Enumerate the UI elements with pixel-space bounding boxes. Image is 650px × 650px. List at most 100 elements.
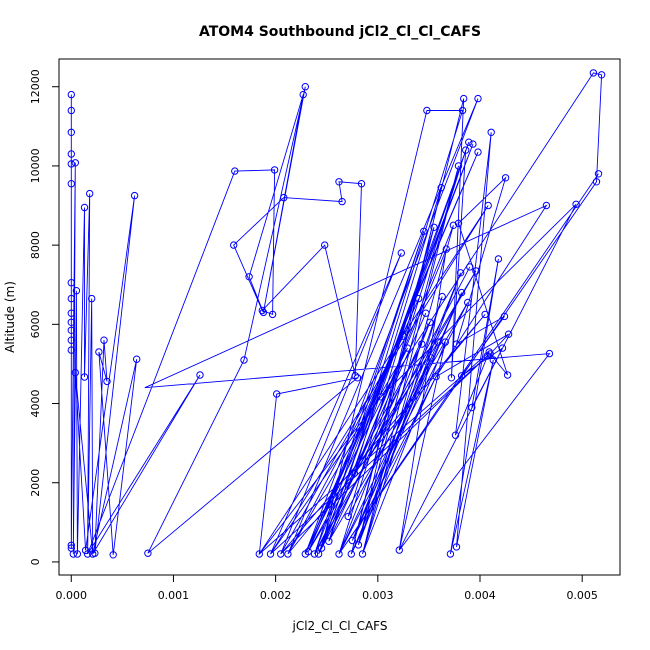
data-point [259,308,268,317]
data-point [420,227,428,236]
data-point [299,90,307,99]
data-point [67,90,76,99]
data-point [335,178,343,186]
data-point [472,267,480,275]
data-point [67,541,76,549]
data-point [91,549,99,557]
data-point [427,354,435,362]
data-point [474,94,482,103]
data-point [348,536,356,545]
data-point [486,350,494,358]
data-point [67,106,76,115]
chart-title: ATOM4 Southbound jCl2_Cl_Cl_CAFS [199,24,481,40]
data-point [403,344,412,352]
data-point [245,273,253,281]
data-point [377,393,385,401]
data-point [69,550,78,558]
x-tick-label: 0.002 [260,589,292,602]
data-point [457,288,466,297]
data-point [81,546,90,555]
data-point [452,543,461,551]
data-point [103,377,111,386]
data-point [67,346,76,354]
data-point [572,200,580,209]
data-point [441,338,449,346]
data-point [462,146,470,154]
y-tick-label: 6000 [29,310,42,338]
data-point [468,403,476,412]
data-point [430,223,438,232]
data-point [284,550,292,558]
data-point [451,431,460,439]
data-point [447,374,456,382]
series-line [70,72,603,556]
y-tick-label: 0 [29,558,42,565]
data-point [344,512,352,521]
data-point [83,550,92,558]
data-point [446,550,455,558]
data-point [449,221,458,230]
data-point [452,340,461,348]
data-point [67,128,76,137]
data-point [67,150,76,158]
series-points [67,69,606,559]
data-point [100,336,108,344]
data-point [314,550,323,558]
data-point [597,71,606,79]
series-path [70,72,603,556]
data-point [273,390,281,398]
data-point [230,241,238,249]
data-point [504,330,513,338]
data-point [464,298,472,307]
x-tick-label: 0.000 [56,589,88,602]
data-point [426,318,434,326]
data-point [498,344,507,352]
data-point [67,318,76,326]
data-point [280,193,288,202]
data-point [67,180,76,188]
data-point [432,372,440,381]
y-tick-label: 8000 [29,231,42,259]
data-point [484,201,492,210]
data-point [460,94,468,103]
data-point [438,292,446,301]
data-point [266,550,275,558]
data-point [338,197,346,206]
x-tick-label: 0.004 [464,589,496,602]
data-point [500,312,509,321]
data-point [255,550,263,558]
data-point [503,371,512,379]
data-point [469,140,477,148]
data-point [397,249,405,257]
data-point [88,294,96,303]
x-tick-label: 0.003 [362,589,394,602]
y-tick-label: 4000 [29,390,42,418]
data-point [474,148,482,156]
data-point [268,310,277,319]
data-point [67,336,76,344]
data-point [358,550,367,558]
data-point [67,309,76,317]
data-point [454,162,463,170]
data-point [415,294,423,303]
data-point [144,549,152,557]
x-axis: 0.000 0.001 0.002 0.003 0.004 0.005 [56,574,598,602]
data-point [196,371,204,379]
data-point [395,546,403,554]
data-point [466,263,474,271]
data-point [489,356,497,364]
data-point [240,356,248,364]
data-point [354,541,363,549]
data-point [67,294,76,303]
data-point [80,373,89,381]
data-point [335,550,343,558]
data-point [130,191,139,200]
y-axis: 0 2000 4000 6000 8000 10000 12000 [29,69,60,565]
data-point [465,138,473,146]
data-point [80,203,89,212]
data-point [423,106,431,115]
data-point [86,189,94,198]
data-point [542,201,551,210]
data-point [589,69,598,77]
